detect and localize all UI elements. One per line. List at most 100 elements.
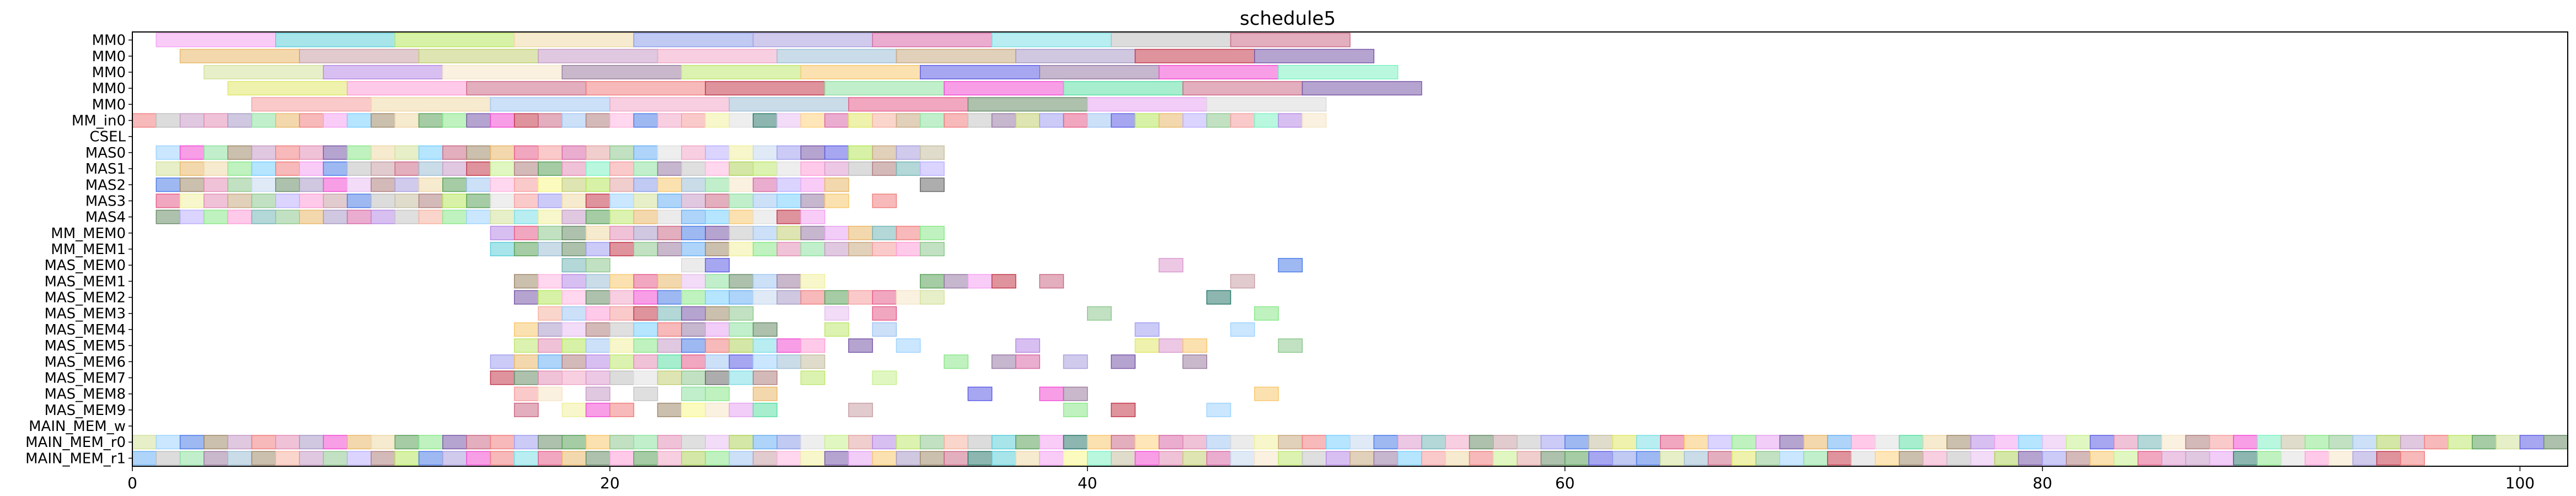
task-bar xyxy=(466,145,491,160)
task-bar xyxy=(705,386,730,401)
task-bar xyxy=(299,209,324,224)
task-bar xyxy=(848,435,873,450)
task-bar xyxy=(752,354,778,369)
task-bar xyxy=(1254,386,1279,401)
task-bar xyxy=(705,193,730,208)
task-bar xyxy=(657,241,682,257)
task-bar xyxy=(609,193,634,208)
task-bar xyxy=(729,225,754,240)
task-bar xyxy=(2519,435,2545,450)
task-bar xyxy=(776,161,801,176)
task-bar xyxy=(1684,451,1709,466)
task-bar xyxy=(752,322,778,337)
task-bar xyxy=(991,113,1016,128)
task-bar xyxy=(681,145,706,160)
task-bar xyxy=(203,435,228,450)
task-bar xyxy=(681,209,706,224)
task-bar xyxy=(2233,435,2258,450)
task-bar xyxy=(776,435,801,450)
task-bar xyxy=(657,225,682,240)
task-bar xyxy=(729,145,754,160)
task-bar xyxy=(1707,451,1733,466)
task-bar xyxy=(2209,451,2234,466)
plot-frame xyxy=(132,31,2568,467)
task-bar xyxy=(1182,354,1207,369)
task-bar xyxy=(442,451,467,466)
task-bar xyxy=(1134,451,1160,466)
task-bar xyxy=(729,306,754,321)
task-bar xyxy=(824,290,849,305)
task-bar xyxy=(538,209,563,224)
task-bar xyxy=(466,193,491,208)
task-bar xyxy=(346,435,372,450)
task-bar xyxy=(1636,451,1661,466)
task-bar xyxy=(848,97,969,112)
task-bar xyxy=(538,386,563,401)
task-bar xyxy=(275,33,395,47)
task-bar xyxy=(585,306,610,321)
task-bar xyxy=(800,113,826,128)
task-bar xyxy=(752,402,778,417)
task-bar xyxy=(394,193,420,208)
y-tick-label: MAIN_MEM_r1 xyxy=(25,450,126,467)
task-bar xyxy=(872,161,897,176)
task-bar xyxy=(633,451,658,466)
task-bar xyxy=(2185,435,2210,450)
task-bar xyxy=(681,435,706,450)
task-bar xyxy=(848,113,873,128)
task-bar xyxy=(681,161,706,176)
task-bar xyxy=(466,113,491,128)
task-bar xyxy=(394,177,420,192)
task-bar xyxy=(633,386,658,401)
task-bar xyxy=(944,81,1064,96)
task-bar xyxy=(896,161,921,176)
task-bar xyxy=(752,193,778,208)
task-bar xyxy=(2042,435,2067,450)
task-bar xyxy=(824,451,849,466)
y-tick-label: MAS4 xyxy=(85,209,126,226)
task-bar xyxy=(1158,338,1183,353)
task-bar xyxy=(729,193,754,208)
task-bar xyxy=(705,306,730,321)
task-bar xyxy=(561,225,587,240)
task-bar xyxy=(2137,435,2162,450)
task-bar xyxy=(179,48,300,63)
task-bar xyxy=(752,451,778,466)
task-bar xyxy=(824,435,849,450)
task-bar xyxy=(1397,435,1422,450)
task-bar xyxy=(561,145,587,160)
task-bar xyxy=(800,451,826,466)
task-bar xyxy=(1493,435,1518,450)
task-bar xyxy=(490,370,515,385)
task-bar xyxy=(251,145,276,160)
x-tick-label: 20 xyxy=(600,474,620,492)
task-bar xyxy=(657,193,682,208)
task-bar xyxy=(681,354,706,369)
task-bar xyxy=(442,145,467,160)
task-bar xyxy=(681,241,706,257)
task-bar xyxy=(729,161,754,176)
task-bar xyxy=(705,258,730,273)
y-tick-label: MAS_MEM7 xyxy=(44,370,126,386)
task-bar xyxy=(1039,435,1064,450)
task-bar xyxy=(1254,451,1279,466)
task-bar xyxy=(538,145,563,160)
task-bar xyxy=(2352,451,2377,466)
task-bar xyxy=(776,48,897,63)
task-bar xyxy=(1469,451,1494,466)
task-bar xyxy=(657,451,682,466)
task-bar xyxy=(1230,33,1351,47)
task-bar xyxy=(848,241,873,257)
task-bar xyxy=(609,435,634,450)
task-bar xyxy=(681,451,706,466)
task-bar xyxy=(1206,435,1231,450)
task-bar xyxy=(442,64,563,79)
task-bar xyxy=(729,274,754,289)
task-bar xyxy=(179,177,205,192)
task-bar xyxy=(227,81,348,96)
task-bar xyxy=(609,274,634,289)
task-bar xyxy=(1230,435,1255,450)
task-bar xyxy=(490,145,515,160)
task-bar xyxy=(561,209,587,224)
task-bar xyxy=(1278,258,1303,273)
